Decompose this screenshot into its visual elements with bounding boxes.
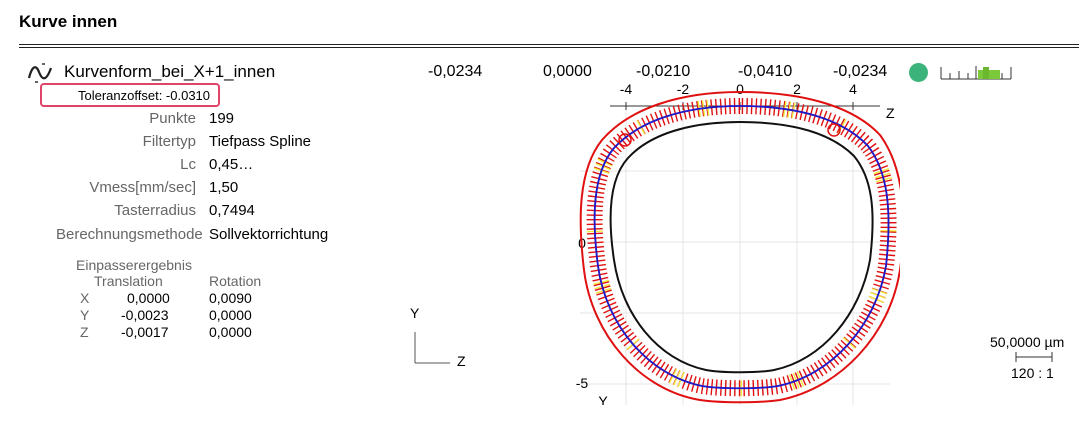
tolerance-offset-label: Toleranzoffset: -0.0310 bbox=[78, 88, 211, 103]
param-value-method: Sollvektorrichtung bbox=[209, 226, 329, 243]
top-axis-label: Z bbox=[886, 105, 895, 121]
top-tick-label: -4 bbox=[620, 81, 633, 97]
nominal-curve bbox=[609, 120, 874, 374]
top-tick-label: 2 bbox=[793, 81, 801, 97]
extreme-point-marker bbox=[827, 123, 841, 137]
scale-length: 50,0000 µm bbox=[990, 334, 1065, 350]
curve-form-icon bbox=[27, 63, 53, 83]
actual-curve bbox=[593, 105, 890, 390]
value-1: -0,0234 bbox=[428, 63, 483, 80]
param-label-points: Punkte bbox=[149, 110, 196, 127]
fit-col-translation: Translation bbox=[94, 273, 163, 289]
value-4: -0,0410 bbox=[738, 63, 793, 80]
tolerance-zone-outer bbox=[579, 90, 900, 404]
scale-ratio: 120 : 1 bbox=[1011, 365, 1054, 381]
fit-axis-x: X bbox=[80, 290, 90, 306]
coordinate-axis-y-label: Y bbox=[410, 305, 420, 321]
value-3: -0,0210 bbox=[636, 63, 691, 80]
top-tick-label: 4 bbox=[849, 81, 857, 97]
coordinate-axis-z-label: Z bbox=[457, 353, 466, 369]
param-label-filter: Filtertyp bbox=[142, 133, 196, 150]
tolerance-offset-box: Toleranzoffset: -0.0310 bbox=[40, 83, 220, 107]
fit-rotation-z: 0,0000 bbox=[209, 324, 252, 340]
param-label-probe-radius: Tasterradius bbox=[114, 202, 196, 219]
status-indicator bbox=[909, 63, 928, 82]
coordinate-axis-icon bbox=[414, 332, 450, 364]
curve-plot: -4 -2 0 2 4 Z 0 -5 Y bbox=[576, 81, 900, 405]
tolerance-bar-icon bbox=[940, 66, 1012, 80]
value-5: -0,0234 bbox=[833, 63, 888, 80]
param-value-lc: 0,45… bbox=[209, 156, 254, 173]
left-tick-label: -5 bbox=[576, 375, 589, 391]
scale-bar-icon bbox=[1015, 352, 1053, 362]
title-rule-2 bbox=[19, 47, 1079, 48]
fit-axis-y: Y bbox=[80, 307, 90, 323]
param-label-method: Berechnungsmethode bbox=[56, 226, 203, 243]
fit-rotation-y: 0,0000 bbox=[209, 307, 252, 323]
fit-translation-y: -0,0023 bbox=[121, 307, 169, 323]
fit-translation-x: 0,0000 bbox=[127, 290, 170, 306]
left-axis-label: Y bbox=[598, 393, 608, 405]
param-value-points: 199 bbox=[209, 110, 235, 127]
fit-rotation-x: 0,0090 bbox=[209, 290, 252, 306]
feature-name[interactable]: Kurvenform_bei_X+1_innen bbox=[64, 62, 276, 81]
fit-result-title: Einpasserergebnis bbox=[76, 257, 192, 273]
top-tick-label: -2 bbox=[677, 81, 690, 97]
section-title: Kurve innen bbox=[19, 12, 118, 31]
param-value-vmess: 1,50 bbox=[209, 179, 239, 196]
extreme-point-marker bbox=[618, 133, 632, 147]
title-rule bbox=[19, 44, 1079, 45]
top-tick-label: 0 bbox=[736, 81, 744, 97]
param-label-vmess: Vmess[mm/sec] bbox=[89, 179, 196, 196]
fit-col-rotation: Rotation bbox=[209, 273, 262, 289]
fit-translation-z: -0,0017 bbox=[121, 324, 169, 340]
param-value-probe-radius: 0,7494 bbox=[209, 202, 255, 219]
value-2: 0,0000 bbox=[543, 63, 592, 80]
fit-axis-z: Z bbox=[80, 324, 89, 340]
param-label-lc: Lc bbox=[180, 156, 196, 173]
param-value-filter: Tiefpass Spline bbox=[209, 133, 311, 150]
